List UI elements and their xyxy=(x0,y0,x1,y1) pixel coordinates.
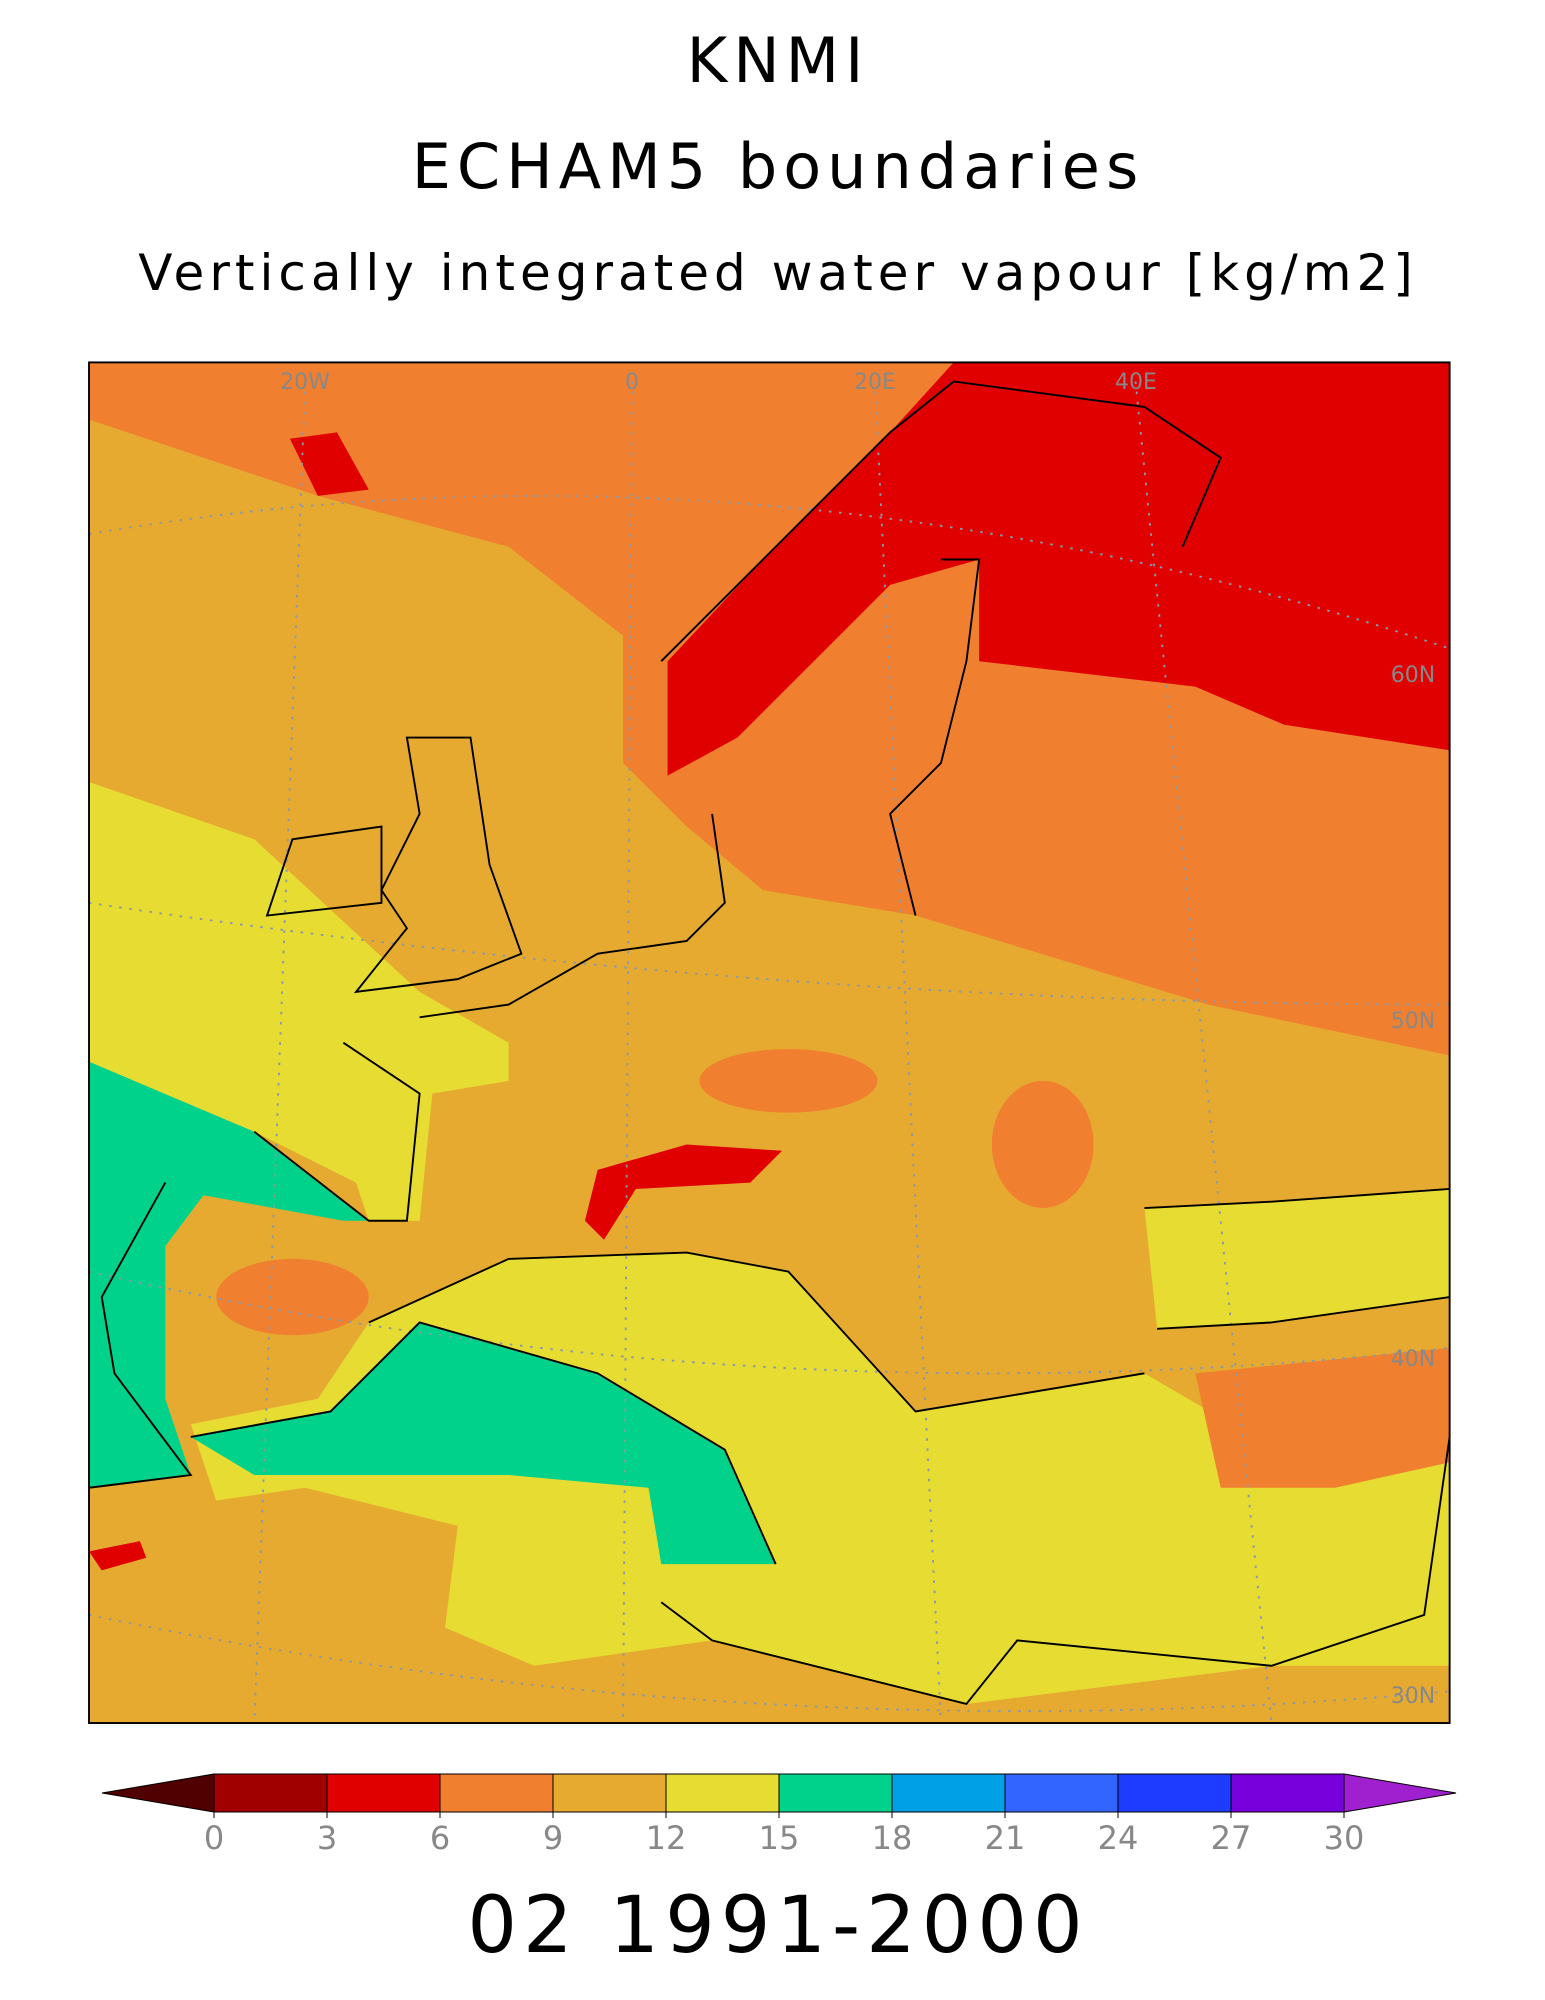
colorbar-bin xyxy=(1004,1773,1119,1813)
colorbar-tick-label: 6 xyxy=(430,1819,450,1857)
field xyxy=(190,1322,776,1565)
colorbar-tick-label: 18 xyxy=(872,1819,913,1857)
colorbar-over xyxy=(1343,1773,1457,1813)
colorbar-bin xyxy=(1230,1773,1345,1813)
colorbar: 0 3 6 9 12 15 18 21 24 27 30 xyxy=(101,1773,1457,1857)
field xyxy=(89,1541,147,1571)
colorbar-tick-label: 0 xyxy=(204,1819,224,1857)
map-frame xyxy=(88,361,1451,1724)
lon-label: 20W xyxy=(280,370,330,395)
colorbar-bin xyxy=(891,1773,1006,1813)
colorbar-bin xyxy=(326,1773,441,1813)
colorbar-bin xyxy=(439,1773,554,1813)
graticule xyxy=(89,381,1450,1724)
lon-label: 20E xyxy=(854,370,896,395)
colorbar-tick-label: 24 xyxy=(1098,1819,1139,1857)
field xyxy=(667,362,1450,776)
field xyxy=(216,1258,369,1336)
colorbar-bin xyxy=(1117,1773,1232,1813)
lat-label: 30N xyxy=(1391,1684,1435,1709)
field xyxy=(584,1144,783,1240)
colorbar-tick-label: 9 xyxy=(543,1819,563,1857)
title: KNMI xyxy=(687,24,870,97)
colorbar-tick-label: 27 xyxy=(1211,1819,1252,1857)
field xyxy=(991,1080,1094,1209)
colorbar-bin xyxy=(552,1773,667,1813)
field xyxy=(699,1049,878,1113)
colorbar-tick-label: 12 xyxy=(646,1819,687,1857)
map xyxy=(88,361,1451,1724)
colorbar-bin xyxy=(213,1773,328,1813)
lat-label: 40N xyxy=(1391,1347,1435,1372)
variable: Vertically integrated water vapour [kg/m… xyxy=(138,244,1418,302)
colorbar-tick-label: 15 xyxy=(759,1819,800,1857)
lat-label: 60N xyxy=(1391,663,1435,688)
colorbar-bin xyxy=(665,1773,780,1813)
period: 02 1991-2000 xyxy=(467,1881,1088,1971)
lon-label: 40E xyxy=(1115,370,1157,395)
colorbar-tick-label: 21 xyxy=(985,1819,1026,1857)
colorbar-bin xyxy=(778,1773,893,1813)
colorbar-tick-label: 30 xyxy=(1324,1819,1365,1857)
field xyxy=(89,1061,369,1488)
lon-label: 0 xyxy=(625,370,639,395)
lat-label: 50N xyxy=(1391,1009,1435,1034)
field xyxy=(89,782,509,1221)
coastline xyxy=(89,380,1450,1706)
field xyxy=(289,432,369,496)
colorbar-under xyxy=(101,1773,215,1813)
subtitle: ECHAM5 boundaries xyxy=(412,130,1145,203)
colorbar-tick-label: 3 xyxy=(317,1819,337,1857)
field xyxy=(1195,1347,1450,1488)
